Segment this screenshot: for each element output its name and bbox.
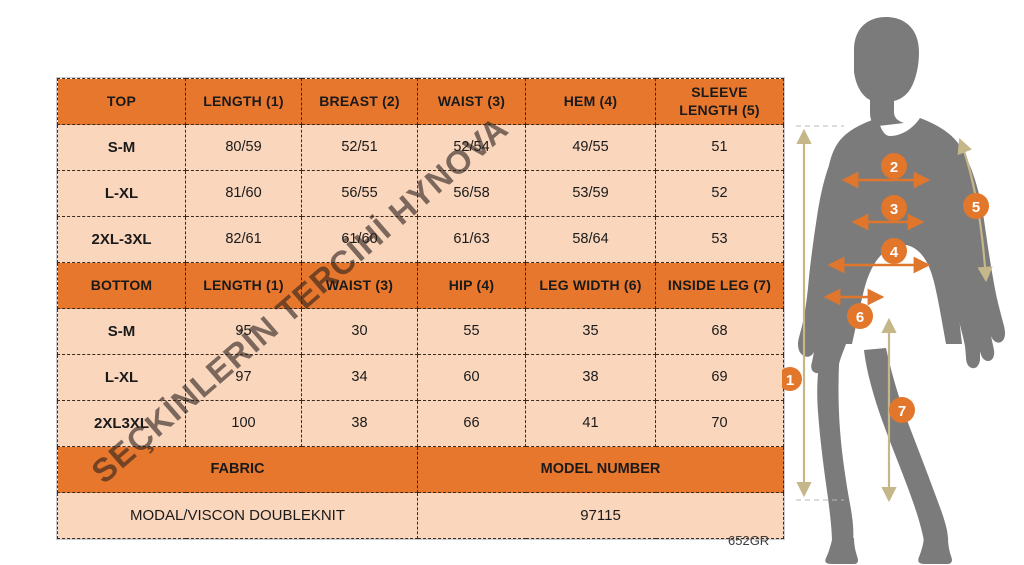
weight-code-label: 652GR [728,533,770,548]
marker-1-badge [782,367,802,391]
measurement-2-breast: 2 [841,153,931,189]
cell-bottom-size: L-XL [57,354,186,401]
cell-bottom-size: S-M [57,308,186,355]
cell-bottom-hip: 66 [417,400,526,447]
cell-bottom-leg-width: 38 [525,354,656,401]
cell-bottom-inside-leg: 70 [655,400,784,447]
header-bottom-hip: HIP (4) [417,262,526,309]
cell-top-breast: 56/55 [301,170,418,217]
marker-5-badge [963,193,989,219]
cell-top-breast: 61/60 [301,216,418,263]
cell-top-hem: 49/55 [525,124,656,171]
header-top: TOP [57,78,186,125]
cell-bottom-length: 100 [185,400,302,447]
marker-6-badge [847,303,873,329]
cell-top-size: 2XL-3XL [57,216,186,263]
marker-4-badge [881,238,907,264]
header-top-sleeve-length: SLEEVE LENGTH (5) [655,78,784,125]
cell-top-length: 81/60 [185,170,302,217]
marker-7-label: 7 [898,403,906,420]
header-top-length: LENGTH (1) [185,78,302,125]
header-bottom-leg-width: LEG WIDTH (6) [525,262,656,309]
cell-top-hem: 58/64 [525,216,656,263]
cell-bottom-inside-leg: 69 [655,354,784,401]
cell-bottom-hip: 60 [417,354,526,401]
table-row: S-M 80/59 52/51 52/54 49/55 51 [57,124,784,171]
cell-bottom-length: 97 [185,354,302,401]
header-top-hem: HEM (4) [525,78,656,125]
table-row: S-M 95 30 55 35 68 [57,308,784,355]
cell-top-breast: 52/51 [301,124,418,171]
cell-bottom-leg-width: 41 [525,400,656,447]
marker-5-label: 5 [972,199,980,216]
cell-bottom-inside-leg: 68 [655,308,784,355]
header-model-number: MODEL NUMBER [417,446,784,493]
cell-top-size: S-M [57,124,186,171]
header-bottom: BOTTOM [57,262,186,309]
cell-fabric-value: MODAL/VISCON DOUBLEKNIT [57,492,418,539]
marker-2-badge [881,153,907,179]
cell-top-waist: 52/54 [417,124,526,171]
header-top-waist: WAIST (3) [417,78,526,125]
bottom-section-header-row: BOTTOM LENGTH (1) WAIST (3) HIP (4) LEG … [57,262,784,309]
cell-bottom-waist: 34 [301,354,418,401]
cell-top-sleeve: 51 [655,124,784,171]
cell-bottom-length: 95 [185,308,302,355]
size-chart-table: TOP LENGTH (1) BREAST (2) WAIST (3) HEM … [57,78,784,539]
header-bottom-length: LENGTH (1) [185,262,302,309]
table-row: L-XL 97 34 60 38 69 [57,354,784,401]
marker-3-label: 3 [890,201,898,218]
header-sleeve-line-2: LENGTH (5) [679,101,760,118]
header-bottom-inside-leg: INSIDE LEG (7) [655,262,784,309]
measurement-figure-panel: 1 2 3 4 5 6 [782,0,1024,565]
cell-top-sleeve: 52 [655,170,784,217]
cell-bottom-waist: 38 [301,400,418,447]
table-row: 2XL-3XL 82/61 61/60 61/63 58/64 53 [57,216,784,263]
cell-top-length: 82/61 [185,216,302,263]
cell-bottom-hip: 55 [417,308,526,355]
cell-bottom-waist: 30 [301,308,418,355]
header-bottom-waist: WAIST (3) [301,262,418,309]
cell-top-length: 80/59 [185,124,302,171]
table-row: 2XL3XL 100 38 66 41 70 [57,400,784,447]
measurement-6-leg-width: 6 [823,288,885,329]
measurement-3-waist: 3 [851,195,925,231]
cell-top-hem: 53/59 [525,170,656,217]
header-top-breast: BREAST (2) [301,78,418,125]
cell-bottom-leg-width: 35 [525,308,656,355]
table-row: L-XL 81/60 56/55 56/58 53/59 52 [57,170,784,217]
measurement-1-total-length: 1 [782,125,844,501]
cell-top-waist: 61/63 [417,216,526,263]
footer-header-row: FABRIC MODEL NUMBER [57,446,784,493]
measurement-7-inside-leg: 7 [881,317,915,503]
cell-top-waist: 56/58 [417,170,526,217]
marker-7-badge [889,397,915,423]
header-fabric: FABRIC [57,446,418,493]
header-sleeve-line-1: SLEEVE [691,84,748,100]
cell-model-number-value: 97115 [417,492,784,539]
measurement-5-sleeve-length: 5 [957,137,993,283]
top-section-header-row: TOP LENGTH (1) BREAST (2) WAIST (3) HEM … [57,78,784,125]
female-silhouette-icon [798,17,1005,564]
marker-1-label: 1 [786,372,794,389]
cell-top-sleeve: 53 [655,216,784,263]
cell-top-size: L-XL [57,170,186,217]
footer-value-row: MODAL/VISCON DOUBLEKNIT 97115 [57,492,784,539]
marker-4-label: 4 [890,244,899,261]
marker-3-badge [881,195,907,221]
marker-6-label: 6 [856,309,864,326]
cell-bottom-size: 2XL3XL [57,400,186,447]
marker-2-label: 2 [890,159,898,176]
measurement-4-hip: 4 [827,238,931,274]
